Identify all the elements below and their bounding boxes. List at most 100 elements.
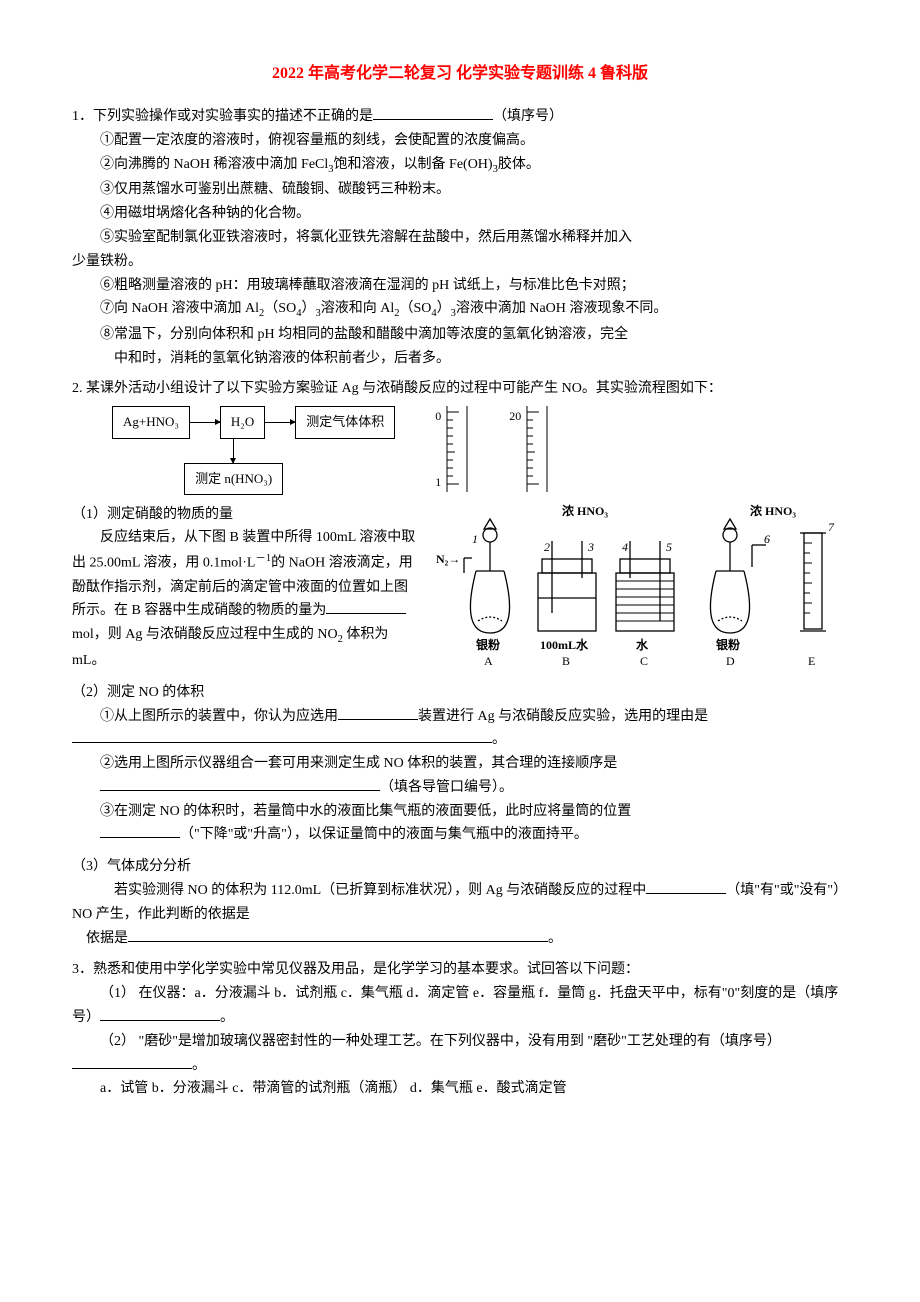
svg-text:1: 1	[472, 532, 478, 546]
q1-stem: 1．下列实验操作或对实验事实的描述不正确的是 （填序号）	[72, 105, 848, 129]
blank[interactable]	[72, 1054, 192, 1069]
flow-diagram: Ag+HNO₃ H₂O 测定气体体积 测定 n(HNO₃)	[112, 406, 395, 494]
q3-part-2-options: a．试管 b．分液漏斗 c．带滴管的试剂瓶（滴瓶） d．集气瓶 e．酸式滴定管	[72, 1077, 848, 1101]
q1-item-3: ③仅用蒸馏水可鉴别出蔗糖、硫酸铜、碳酸钙三种粉末。	[72, 178, 848, 202]
flow-box-1: Ag+HNO₃	[112, 406, 190, 438]
q2-s3-heading: （3）气体成分分析	[72, 855, 848, 879]
text: 溶液中滴加 NaOH 溶液现象不同。	[456, 301, 668, 316]
blank[interactable]	[100, 823, 180, 838]
text: （2） "磨砂"是增加玻璃仪器密封性的一种处理工艺。在下列仪器中，没有用到 "磨…	[100, 1034, 781, 1049]
text: 溶液和向 Al	[321, 301, 395, 316]
blank[interactable]	[100, 1006, 220, 1021]
device-c-icon: 4 5 水 C	[616, 540, 674, 668]
q1-item-1: ①配置一定浓度的溶液时，俯视容量瓶的刻线，会使配置的浓度偏高。	[72, 129, 848, 153]
svg-text:C: C	[640, 654, 648, 668]
scale-icon	[525, 406, 549, 492]
q2-s2-item-3: ③在测定 NO 的体积时，若量筒中水的液面比集气瓶的液面要低，此时应将量筒的位置…	[72, 800, 848, 848]
scale-icon	[445, 406, 469, 492]
flow-box-2: H₂O	[220, 406, 265, 438]
q1-item-4: ④用磁坩埚熔化各种钠的化合物。	[72, 202, 848, 226]
svg-text:A: A	[484, 654, 493, 668]
text: 胶体。	[498, 157, 540, 172]
q2-s2-item-1: ①从上图所示的装置中，你认为应选用 装置进行 Ag 与浓硝酸反应实验，选用的理由是…	[72, 705, 848, 753]
q2-section-2: （2）测定 NO 的体积 ①从上图所示的装置中，你认为应选用 装置进行 Ag 与浓…	[72, 681, 848, 848]
svg-text:水: 水	[636, 637, 649, 652]
text: ①从上图所示的装置中，你认为应选用	[100, 709, 338, 724]
text: ②向沸腾的 NaOH 稀溶液中滴加 FeCl	[100, 157, 328, 172]
text: mol，则 Ag 与浓硝酸反应过程中生成的 NO	[72, 627, 338, 642]
blank[interactable]	[646, 879, 726, 894]
svg-text:4: 4	[622, 540, 628, 554]
q2-section-1: 浓 HNO₃ 浓 HNO₃ N₂→ 1 银粉 A	[72, 503, 848, 673]
flow-box-4: 测定 n(HNO₃)	[184, 463, 283, 495]
q2-s2-item-2: ②选用上图所示仪器组合一套可用来测定生成 NO 体积的装置，其合理的连接顺序是 …	[72, 752, 848, 800]
question-2: 2. 某课外活动小组设计了以下实验方案验证 Ag 与浓硝酸反应的过程中可能产生 …	[72, 377, 848, 951]
blank[interactable]	[338, 705, 418, 720]
q1-stem-text: 1．下列实验操作或对实验事实的描述不正确的是	[72, 109, 373, 124]
page-title: 2022 年高考化学二轮复习 化学实验专题训练 4 鲁科版	[72, 60, 848, 87]
q1-item-2: ②向沸腾的 NaOH 稀溶液中滴加 FeCl3饱和溶液，以制备 Fe(OH)3胶…	[72, 153, 848, 179]
blank[interactable]	[100, 776, 380, 791]
svg-text:100mL水: 100mL水	[540, 637, 589, 652]
q2-s3-body: 若实验测得 NO 的体积为 112.0mL（已折算到标准状况），则 Ag 与浓硝…	[72, 879, 848, 927]
text: （"下降"或"升高"），以保证量筒中的液面与集气瓶中的液面持平。	[180, 827, 588, 842]
device-d-icon: 6 银粉 D	[710, 519, 770, 668]
svg-text:银粉: 银粉	[476, 637, 500, 652]
svg-text:3: 3	[587, 540, 594, 554]
q1-item-7: ⑦向 NaOH 溶液中滴加 Al2（SO4）3溶液和向 Al2（SO4）3溶液中…	[72, 297, 848, 323]
text: ⑦向 NaOH 溶液中滴加 Al	[100, 301, 259, 316]
device-a-icon: N₂→ 1 银粉 A	[436, 519, 510, 668]
flow-diagram-row: Ag+HNO₃ H₂O 测定气体体积 测定 n(HNO₃) 0 1	[112, 406, 848, 494]
label-hno3: 浓 HNO₃	[750, 503, 796, 518]
svg-text:N₂→: N₂→	[436, 552, 460, 566]
blank[interactable]	[72, 728, 492, 743]
svg-text:B: B	[562, 654, 570, 668]
text: 。	[548, 931, 562, 946]
arrow-icon	[190, 422, 220, 423]
q1-stem-tail: （填序号）	[493, 109, 563, 124]
svg-text:2: 2	[544, 540, 550, 554]
text: 。	[192, 1058, 206, 1073]
text: 若实验测得 NO 的体积为 112.0mL（已折算到标准状况），则 Ag 与浓硝…	[114, 883, 646, 898]
arrow-icon	[265, 422, 295, 423]
svg-text:7: 7	[828, 520, 835, 534]
svg-text:银粉: 银粉	[716, 637, 740, 652]
scale-label-20: 20	[509, 409, 521, 423]
q3-stem: 3．熟悉和使用中学化学实验中常见仪器及用品，是化学学习的基本要求。试回答以下问题…	[72, 958, 848, 982]
arrow-down-icon	[233, 439, 234, 463]
device-b-icon: 2 3 100mL水 B	[538, 540, 596, 668]
device-e-icon: 7 E	[800, 520, 835, 668]
blank[interactable]	[326, 599, 406, 614]
text: ②选用上图所示仪器组合一套可用来测定生成 NO 体积的装置，其合理的连接顺序是	[100, 756, 617, 771]
q1-item-5: ⑤实验室配制氯化亚铁溶液时，将氯化亚铁先溶解在盐酸中，然后用蒸馏水稀释并加入	[72, 226, 848, 250]
blank[interactable]	[128, 927, 548, 942]
text: 装置进行 Ag 与浓硝酸反应实验，选用的理由是	[418, 709, 708, 724]
text: ③在测定 NO 的体积时，若量筒中水的液面比集气瓶的液面要低，此时应将量筒的位置	[100, 804, 631, 819]
q1-item-8: ⑧常温下，分别向体积和 pH 均相同的盐酸和醋酸中滴加等浓度的氢氧化钠溶液，完全	[72, 323, 848, 347]
question-1: 1．下列实验操作或对实验事实的描述不正确的是 （填序号） ①配置一定浓度的溶液时，…	[72, 105, 848, 370]
svg-text:6: 6	[764, 532, 770, 546]
blank[interactable]	[373, 105, 493, 120]
label-hno3: 浓 HNO₃	[562, 503, 608, 518]
q2-s2-heading: （2）测定 NO 的体积	[72, 681, 848, 705]
scale-label-1: 1	[435, 472, 441, 492]
scale-label-0: 0	[435, 406, 441, 426]
text: 饱和溶液，以制备 Fe(OH)	[334, 157, 493, 172]
burette-scales: 0 1 20	[435, 406, 549, 492]
question-3: 3．熟悉和使用中学化学实验中常见仪器及用品，是化学学习的基本要求。试回答以下问题…	[72, 958, 848, 1101]
q2-section-3: （3）气体成分分析 若实验测得 NO 的体积为 112.0mL（已折算到标准状况…	[72, 855, 848, 950]
q2-stem: 2. 某课外活动小组设计了以下实验方案验证 Ag 与浓硝酸反应的过程中可能产生 …	[72, 377, 848, 401]
q2-s3-tail: 依据是。	[72, 927, 848, 951]
q1-item-6: ⑥粗略测量溶液的 pH：用玻璃棒蘸取溶液滴在湿润的 pH 试纸上，与标准比色卡对…	[72, 274, 848, 298]
svg-text:D: D	[726, 654, 735, 668]
apparatus-figure: 浓 HNO₃ 浓 HNO₃ N₂→ 1 银粉 A	[430, 503, 848, 673]
q1-item-5b: 少量铁粉。	[72, 250, 848, 274]
svg-text:5: 5	[666, 540, 672, 554]
flow-box-3: 测定气体体积	[295, 406, 395, 438]
q3-part-2: （2） "磨砂"是增加玻璃仪器密封性的一种处理工艺。在下列仪器中，没有用到 "磨…	[72, 1030, 848, 1078]
text: （填各导管口编号）。	[380, 780, 513, 795]
q1-item-8b: 中和时，消耗的氢氧化钠溶液的体积前者少，后者多。	[72, 347, 848, 371]
svg-text:E: E	[808, 654, 815, 668]
text: 。	[220, 1010, 234, 1025]
q3-part-1: （1） 在仪器：a．分液漏斗 b．试剂瓶 c．集气瓶 d．滴定管 e．容量瓶 f…	[72, 982, 848, 1030]
